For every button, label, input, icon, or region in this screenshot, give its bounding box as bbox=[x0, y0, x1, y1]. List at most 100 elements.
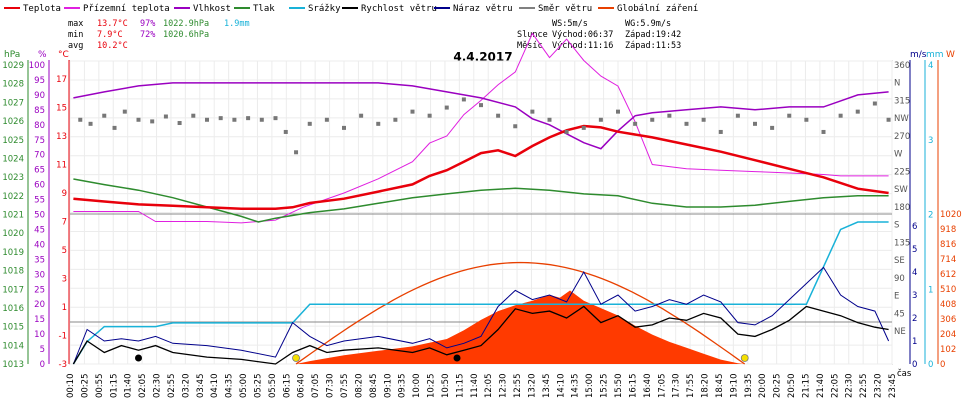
humidity-tick: 45 bbox=[34, 225, 45, 235]
x-tick: 18:45 bbox=[715, 374, 725, 399]
sun-marker bbox=[292, 354, 300, 362]
wind-direction-point bbox=[821, 129, 826, 134]
rain-line bbox=[72, 221, 889, 365]
wind-direction-point bbox=[307, 121, 312, 126]
wind-gust-line bbox=[72, 266, 890, 365]
wind-direction-point bbox=[547, 117, 552, 122]
grid bbox=[69, 60, 893, 365]
wind-direction-point bbox=[393, 117, 398, 122]
x-tick: 22:55 bbox=[859, 374, 869, 399]
x-tick: 14:35 bbox=[571, 374, 581, 399]
humidity-tick: 90 bbox=[34, 91, 45, 101]
humidity-tick: 5 bbox=[40, 345, 45, 355]
x-tick: 11:40 bbox=[470, 374, 480, 399]
wind-direction-point bbox=[735, 113, 740, 118]
stats-min-hum: 72% bbox=[140, 30, 155, 40]
x-tick: 05:25 bbox=[253, 374, 263, 399]
wind-direction-point bbox=[479, 103, 483, 108]
x-tick: 17:55 bbox=[686, 374, 696, 399]
stats-min-label: min bbox=[68, 30, 83, 40]
wind-ws: WS:5m/s bbox=[552, 19, 588, 29]
pressure-tick: 1019 bbox=[2, 248, 24, 258]
wind-direction-point bbox=[112, 125, 117, 130]
wind-direction-point bbox=[359, 113, 364, 118]
stats-min-press: 1020.6hPa bbox=[163, 30, 209, 40]
x-tick: 15:00 bbox=[585, 374, 595, 399]
wind-direction-point bbox=[616, 109, 620, 114]
x-tick: 17:30 bbox=[672, 374, 682, 399]
stats-max-temp: 13.7°C bbox=[97, 19, 128, 29]
pressure-tick: 1013 bbox=[2, 360, 24, 370]
x-tick: 12:55 bbox=[513, 374, 523, 399]
x-tick: 12:30 bbox=[499, 374, 509, 399]
x-tick: 13:20 bbox=[527, 374, 537, 399]
rain-tick: 2 bbox=[928, 211, 933, 221]
x-tick: 19:10 bbox=[729, 374, 739, 399]
direction-tick: 135 bbox=[894, 238, 910, 248]
direction-tick: 360 bbox=[894, 61, 910, 71]
pressure-tick: 1016 bbox=[2, 304, 24, 314]
direction-tick: N bbox=[894, 79, 900, 89]
wind-direction-point bbox=[122, 109, 127, 114]
humidity-tick: 35 bbox=[34, 255, 45, 265]
legend-label: Rychlost větru bbox=[361, 4, 437, 14]
line-series bbox=[72, 32, 891, 365]
unit-ms: m/s bbox=[910, 50, 927, 60]
temp-tick: 9 bbox=[62, 189, 67, 199]
x-tick: 06:15 bbox=[282, 374, 292, 399]
wind-direction-point bbox=[701, 117, 706, 122]
x-tick: 04:10 bbox=[210, 374, 220, 399]
wind-direction-point bbox=[718, 129, 723, 134]
sun-label: Slunce bbox=[517, 30, 548, 40]
humidity-tick: 40 bbox=[34, 240, 45, 250]
wind-direction-point bbox=[633, 121, 638, 126]
legend-label: Vlhkost bbox=[193, 4, 231, 14]
stats-min-temp: 7.9°C bbox=[97, 30, 123, 40]
wind-direction-point bbox=[78, 117, 83, 122]
humidity-tick: 15 bbox=[34, 315, 45, 325]
wind-direction-point bbox=[205, 117, 209, 122]
x-tick: 21:40 bbox=[816, 374, 826, 399]
x-axis-label: čas bbox=[897, 368, 912, 379]
wind-direction-point bbox=[496, 113, 501, 118]
pressure-tick: 1028 bbox=[2, 80, 24, 90]
direction-tick: 225 bbox=[894, 167, 910, 177]
humidity-tick: 60 bbox=[34, 181, 45, 191]
wind-direction-point bbox=[530, 109, 535, 114]
unit-hpa: hPa bbox=[4, 50, 20, 60]
wind-direction-point bbox=[88, 121, 93, 126]
x-tick: 07:05 bbox=[311, 374, 321, 399]
ground-temperature-line bbox=[73, 32, 889, 224]
wind-direction-point bbox=[513, 124, 518, 129]
wind-direction-point bbox=[283, 129, 288, 134]
x-tick: 04:35 bbox=[225, 374, 235, 399]
pressure-tick: 1021 bbox=[2, 211, 24, 221]
humidity-tick: 100 bbox=[29, 61, 45, 71]
wind-direction-point bbox=[804, 117, 809, 122]
x-tick: 07:55 bbox=[340, 374, 350, 399]
pressure-tick: 1024 bbox=[2, 154, 24, 164]
humidity-tick: 65 bbox=[34, 166, 45, 176]
wind-direction-point bbox=[232, 117, 237, 122]
pressure-tick: 1023 bbox=[2, 173, 24, 183]
x-tick: 21:15 bbox=[801, 374, 811, 399]
x-tick: 00:55 bbox=[95, 374, 105, 399]
x-tick: 11:15 bbox=[455, 374, 465, 399]
direction-tick: 45 bbox=[894, 309, 905, 319]
wind-direction-point bbox=[102, 113, 107, 118]
event-markers bbox=[135, 354, 749, 362]
wind-wg: WG:5.9m/s bbox=[625, 19, 671, 29]
pressure-tick: 1017 bbox=[2, 285, 24, 295]
wind-direction-point bbox=[376, 121, 381, 126]
wind-direction-point bbox=[753, 121, 757, 126]
x-tick: 00:10 bbox=[66, 374, 76, 399]
x-tick: 17:05 bbox=[657, 374, 667, 399]
wind-direction-point bbox=[427, 113, 432, 118]
humidity-tick: 80 bbox=[34, 121, 45, 131]
wind-direction-point bbox=[461, 97, 466, 102]
humidity-tick: 85 bbox=[34, 106, 45, 116]
x-tick: 16:15 bbox=[628, 374, 638, 399]
stats-max-press: 1022.9hPa bbox=[163, 19, 209, 29]
wind-direction-point bbox=[667, 113, 672, 118]
x-tick: 10:50 bbox=[441, 374, 451, 399]
